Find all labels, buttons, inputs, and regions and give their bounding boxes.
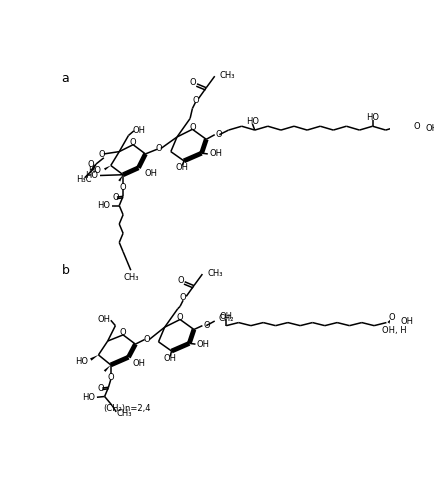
- Text: HO: HO: [246, 117, 259, 126]
- Text: CH₃: CH₃: [219, 71, 235, 80]
- Text: O: O: [130, 138, 136, 147]
- Text: OH: OH: [145, 170, 158, 178]
- Text: HO: HO: [89, 166, 102, 174]
- Text: O: O: [98, 150, 105, 159]
- Text: O: O: [189, 124, 196, 132]
- Text: CH₃: CH₃: [116, 409, 132, 418]
- Text: HO: HO: [82, 393, 95, 402]
- Text: O: O: [192, 96, 199, 104]
- Text: O: O: [178, 276, 184, 284]
- Text: CH₃: CH₃: [207, 269, 223, 278]
- Text: O: O: [156, 144, 163, 153]
- Text: OH: OH: [164, 354, 177, 364]
- Text: O: O: [413, 122, 420, 130]
- Text: O: O: [87, 160, 94, 169]
- Text: OH: OH: [176, 164, 189, 172]
- Text: O: O: [388, 312, 395, 322]
- Text: OH: OH: [196, 340, 209, 348]
- Polygon shape: [104, 166, 111, 170]
- Text: O: O: [98, 384, 104, 392]
- Text: O: O: [120, 182, 126, 192]
- Text: O: O: [112, 192, 119, 202]
- Polygon shape: [104, 365, 111, 372]
- Text: O: O: [108, 372, 114, 382]
- Text: H₃C: H₃C: [76, 175, 92, 184]
- Text: b: b: [62, 264, 69, 277]
- Text: OH, H: OH, H: [382, 326, 407, 335]
- Text: O: O: [120, 328, 126, 337]
- Text: OH: OH: [400, 316, 413, 326]
- Text: HO: HO: [97, 201, 110, 210]
- Polygon shape: [118, 174, 123, 182]
- Text: O: O: [190, 78, 197, 87]
- Text: HO: HO: [85, 171, 98, 180]
- Text: O: O: [180, 294, 187, 302]
- Text: O: O: [177, 314, 184, 322]
- Text: OH: OH: [220, 312, 233, 321]
- Text: (CH₂)n=2,4: (CH₂)n=2,4: [103, 404, 151, 412]
- Text: a: a: [62, 72, 69, 85]
- Text: O: O: [144, 335, 150, 344]
- Text: OH: OH: [426, 124, 434, 133]
- Text: CH₃: CH₃: [123, 274, 138, 282]
- Text: HO: HO: [75, 358, 88, 366]
- Polygon shape: [90, 355, 99, 360]
- Text: HO: HO: [366, 114, 379, 122]
- Text: O: O: [203, 321, 210, 330]
- Text: CH₂: CH₂: [219, 314, 234, 323]
- Text: O: O: [216, 130, 222, 139]
- Text: OH: OH: [132, 359, 145, 368]
- Text: OH: OH: [98, 315, 111, 324]
- Text: OH: OH: [209, 150, 222, 158]
- Text: OH: OH: [132, 126, 145, 134]
